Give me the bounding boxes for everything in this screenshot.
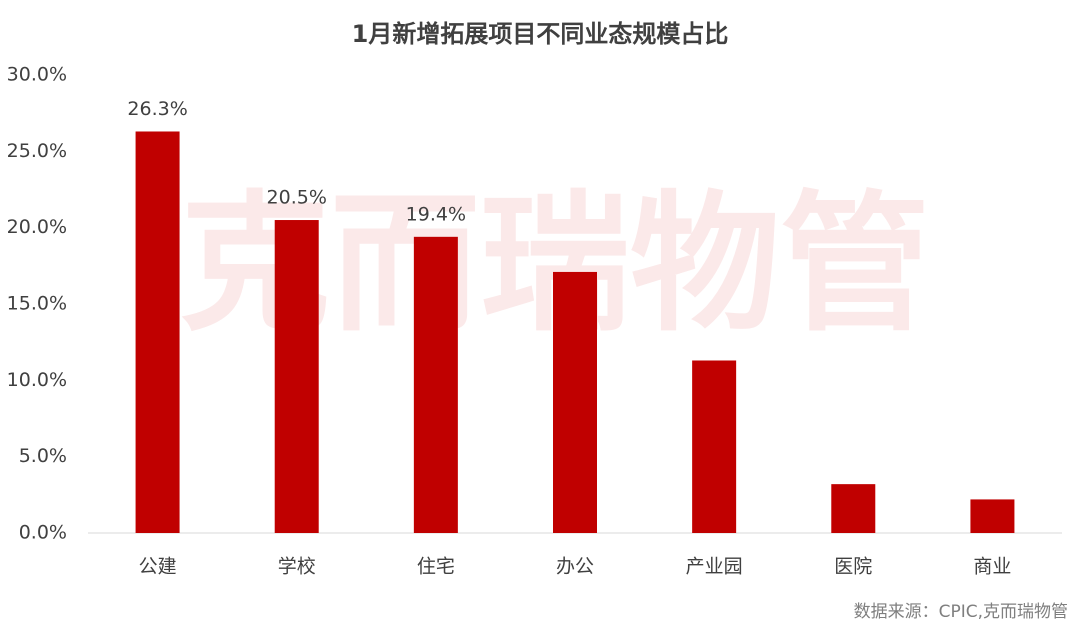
- bar: [274, 220, 319, 534]
- x-tick-label: 办公: [556, 556, 594, 578]
- x-tick-label: 产业园: [686, 556, 743, 578]
- bar: [135, 131, 180, 533]
- y-tick-label: 0.0%: [19, 522, 67, 544]
- y-tick-label: 30.0%: [7, 64, 67, 86]
- value-label: 19.4%: [406, 203, 466, 225]
- value-label: 26.3%: [127, 98, 187, 120]
- bar: [970, 499, 1015, 533]
- value-label: 20.5%: [267, 187, 327, 209]
- y-tick-label: 15.0%: [7, 293, 67, 315]
- source-note: 数据来源：CPIC,克而瑞物管: [854, 602, 1068, 622]
- bar: [413, 236, 458, 533]
- x-tick-label: 医院: [834, 556, 872, 578]
- x-tick-label: 学校: [278, 556, 316, 578]
- bar: [692, 360, 737, 533]
- y-tick-label: 10.0%: [7, 369, 67, 391]
- bar: [831, 484, 876, 533]
- x-tick-label: 公建: [139, 556, 177, 578]
- x-tick-label: 商业: [973, 556, 1011, 578]
- x-tick-label: 住宅: [417, 556, 455, 578]
- y-tick-label: 25.0%: [7, 140, 67, 162]
- chart-title: 1月新增拓展项目不同业态规模占比: [352, 20, 729, 48]
- y-tick-label: 20.0%: [7, 216, 67, 238]
- y-tick-label: 5.0%: [19, 445, 67, 467]
- bar: [553, 271, 597, 533]
